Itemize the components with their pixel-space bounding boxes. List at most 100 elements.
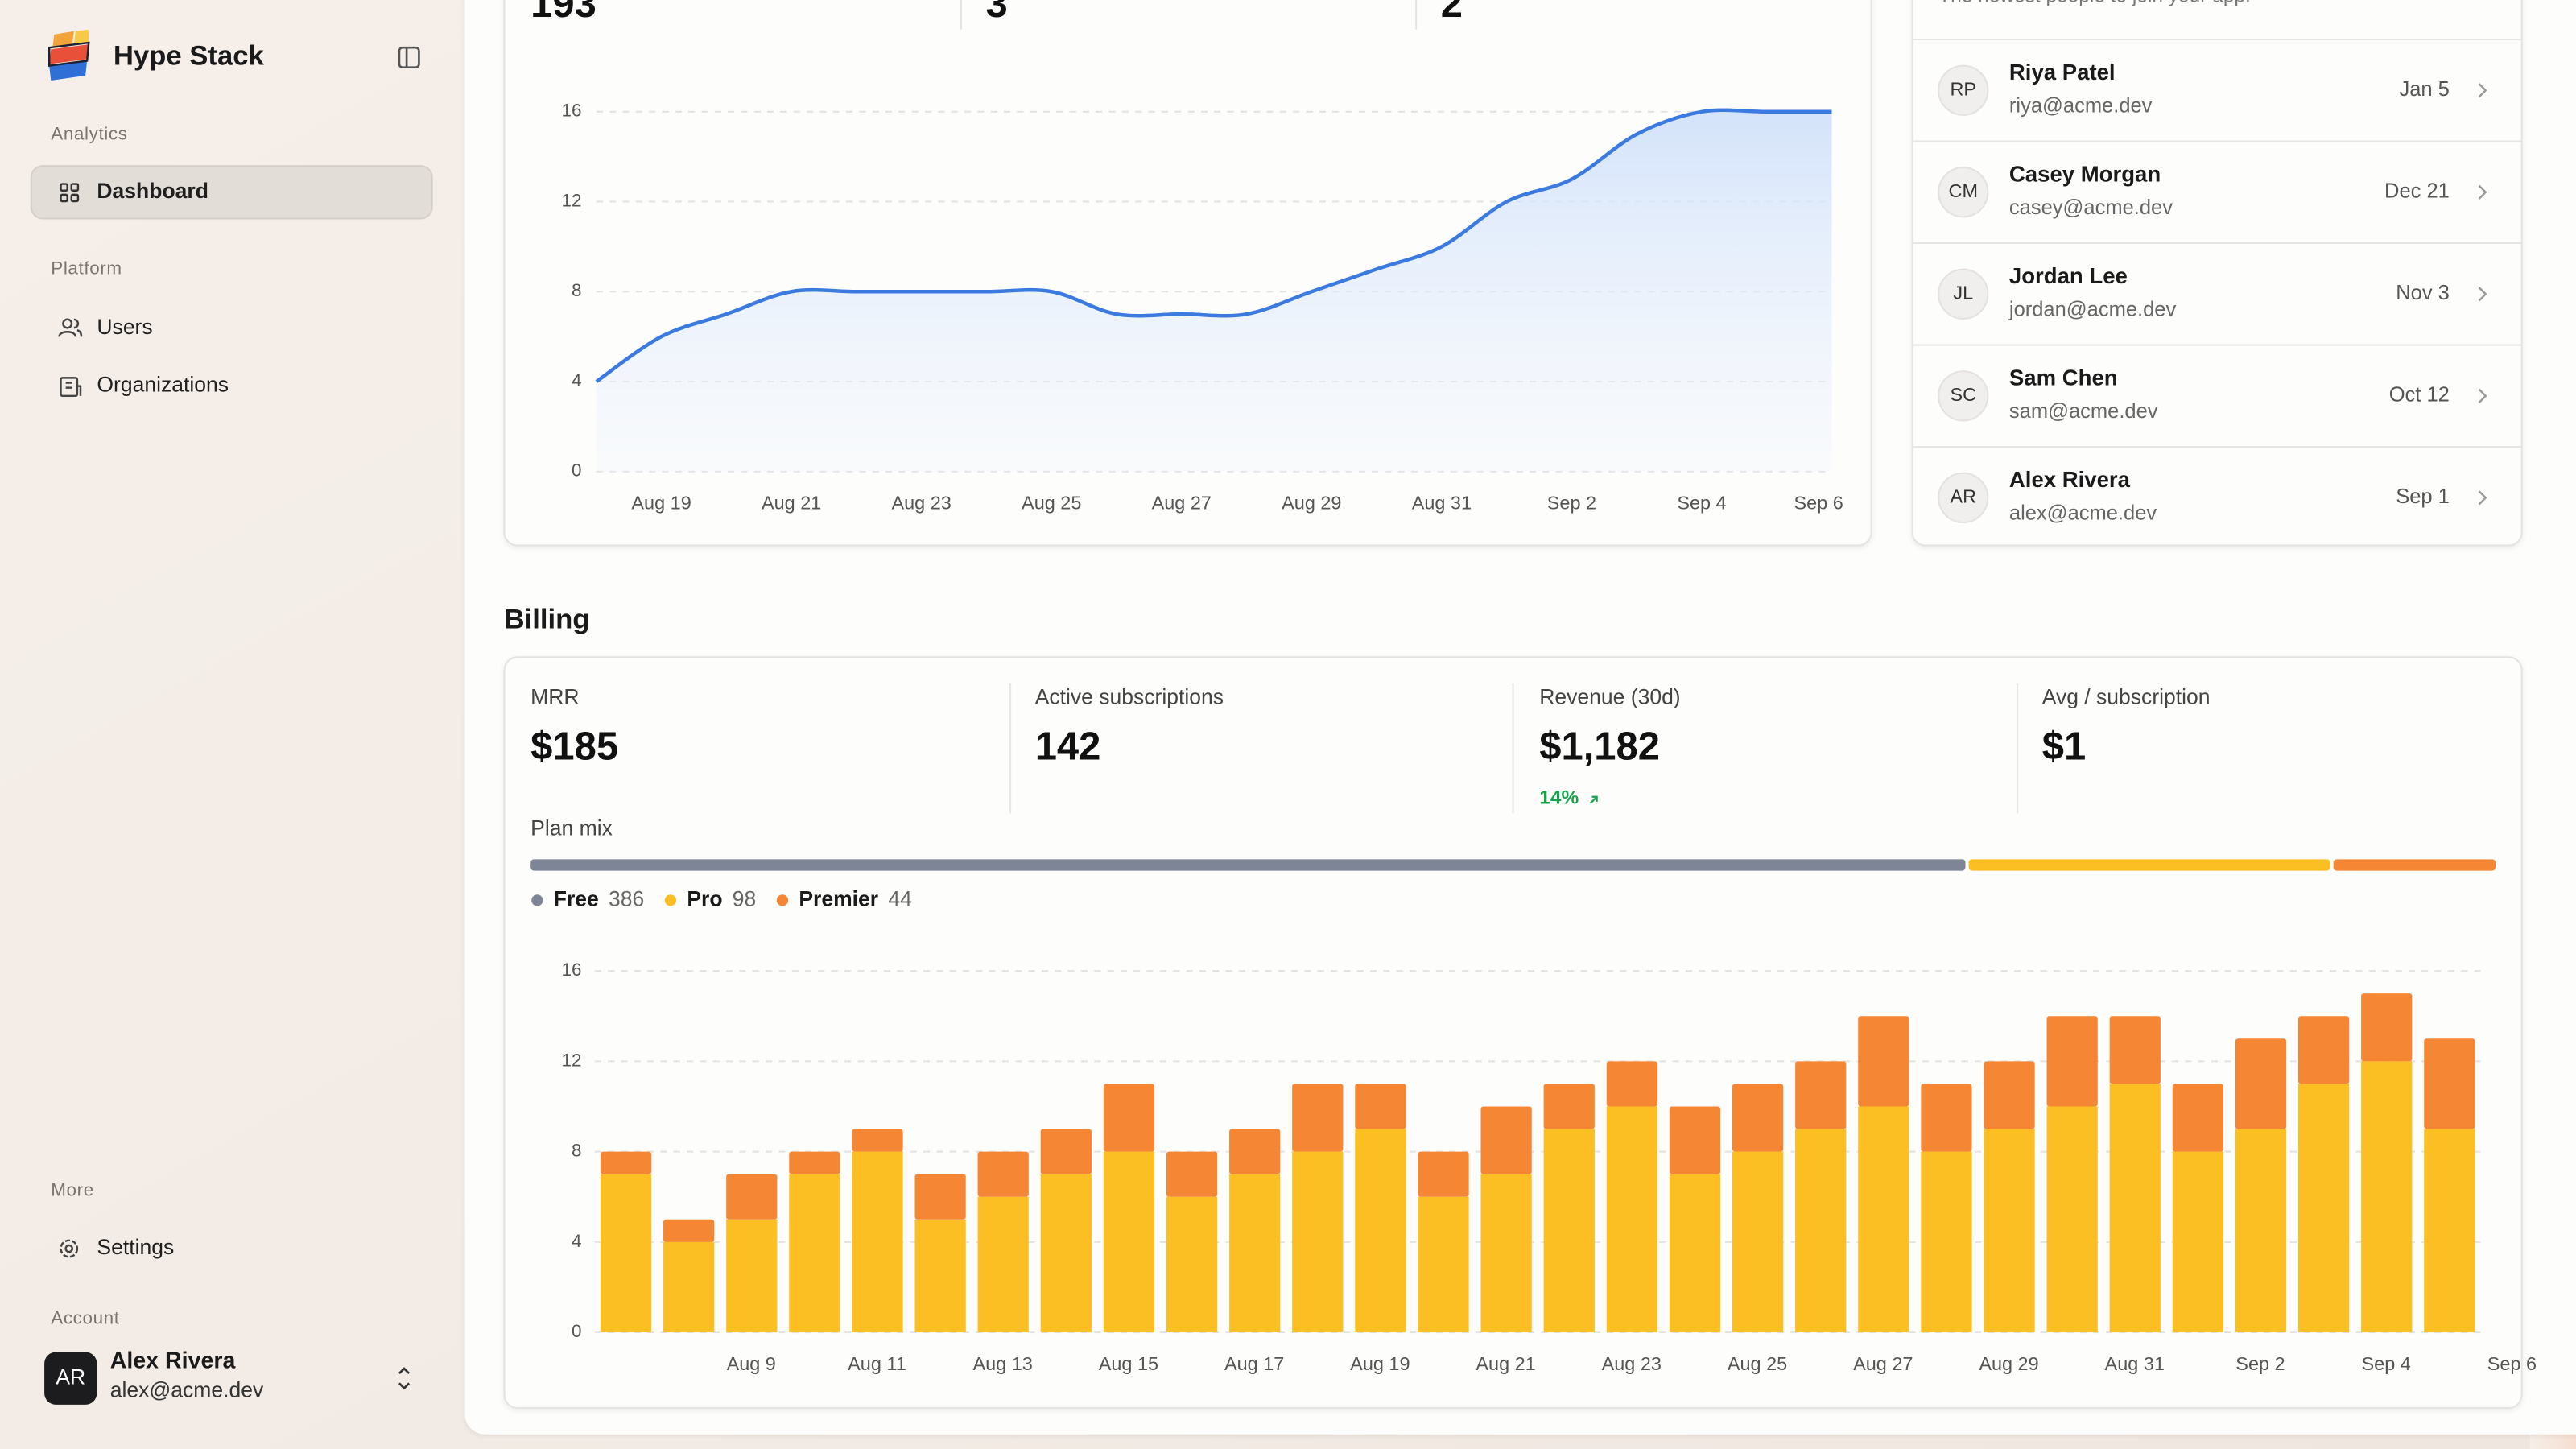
bar-segment xyxy=(726,1174,778,1220)
y-tick-label: 4 xyxy=(572,370,581,390)
bar-segment xyxy=(2172,1084,2224,1152)
x-tick-label: Aug 23 xyxy=(892,493,952,514)
avatar xyxy=(1938,472,1989,523)
y-tick-label: 0 xyxy=(572,460,581,481)
legend-dot xyxy=(776,894,789,906)
stat-value: 142 xyxy=(1035,725,1101,769)
plan-mix-segment xyxy=(1968,859,2330,871)
user-email: riya@acme.dev xyxy=(2009,94,2153,117)
stat-value: $1,182 xyxy=(1539,725,1660,769)
stat-value: $1 xyxy=(2042,725,2086,769)
avatar xyxy=(1938,268,1989,320)
bar-segment xyxy=(1480,1106,1532,1174)
avatar-initials: SC xyxy=(1950,384,1976,405)
users-icon xyxy=(58,318,83,337)
bar-segment xyxy=(600,1174,652,1333)
nav-item[interactable]: Users xyxy=(97,315,152,339)
chevron xyxy=(2478,388,2487,403)
y-tick-label: 4 xyxy=(572,1231,581,1251)
bar-segment xyxy=(1543,1129,1595,1333)
bar-segment xyxy=(1166,1196,1218,1333)
bar-segment xyxy=(1292,1084,1344,1152)
section-title: Platform xyxy=(51,258,122,279)
section-title: More xyxy=(51,1180,94,1200)
legend-dot xyxy=(531,894,543,906)
x-tick-label: Sep 2 xyxy=(2235,1353,2285,1374)
x-tick-label: Aug 31 xyxy=(2105,1353,2165,1374)
bar-segment xyxy=(2361,1061,2413,1333)
stat-value: 193 xyxy=(530,0,597,26)
bar-segment xyxy=(2424,1038,2475,1129)
avatar xyxy=(1938,167,1989,218)
legend-count: 98 xyxy=(733,886,757,910)
x-tick-label: Aug 25 xyxy=(1022,493,1081,514)
bar-segment xyxy=(1732,1084,1784,1152)
y-tick-label: 12 xyxy=(561,190,581,210)
avatar-initials: CM xyxy=(1949,180,1978,201)
bar-segment xyxy=(1543,1084,1595,1129)
active-nav-item[interactable] xyxy=(30,165,433,220)
stat-label: MRR xyxy=(530,684,579,708)
account-switch-icon[interactable] xyxy=(398,1367,411,1390)
x-tick-label: Aug 13 xyxy=(973,1353,1033,1374)
user-date: Oct 12 xyxy=(2389,384,2450,407)
section-title: Analytics xyxy=(51,123,127,143)
user-name: Riya Patel xyxy=(2009,60,2116,85)
bar-segment xyxy=(1103,1151,1155,1333)
account-avatar[interactable] xyxy=(44,1352,97,1405)
plan-mix-segment xyxy=(530,859,1966,871)
x-tick-label: Aug 27 xyxy=(1152,493,1212,514)
chevron xyxy=(2478,83,2487,98)
account-initials: AR xyxy=(56,1364,85,1389)
trend-up-icon xyxy=(1589,795,1598,804)
stat-label: Revenue (30d) xyxy=(1539,684,1680,708)
x-tick-label: Aug 19 xyxy=(1350,1353,1410,1374)
bar-segment xyxy=(2109,1084,2161,1333)
sidebar-toggle[interactable] xyxy=(398,46,420,68)
user-date: Nov 3 xyxy=(2396,282,2450,304)
bar-segment xyxy=(2109,1016,2161,1084)
bar-segment xyxy=(1418,1196,1469,1333)
bar-segment xyxy=(1229,1129,1281,1174)
stat-label: Active subscriptions xyxy=(1035,684,1224,708)
bar-segment xyxy=(1292,1151,1344,1333)
nav-item[interactable]: Organizations xyxy=(97,373,229,397)
bar-segment xyxy=(1732,1151,1784,1333)
bar-segment xyxy=(1040,1174,1092,1333)
avatar xyxy=(1938,64,1989,116)
recent-users-card xyxy=(1911,0,2523,547)
nav-item[interactable]: Settings xyxy=(97,1235,174,1259)
x-tick-label: Sep 4 xyxy=(2362,1353,2411,1374)
bar-segment xyxy=(1606,1061,1658,1107)
bar-segment xyxy=(1355,1084,1406,1129)
legend-name: Premier xyxy=(799,886,878,910)
chevron xyxy=(2478,490,2487,506)
brand-name: Hype Stack xyxy=(114,41,265,72)
bar-segment xyxy=(1418,1151,1469,1197)
x-tick-label: Aug 9 xyxy=(727,1353,776,1374)
avatar-initials: JL xyxy=(1953,283,1973,303)
bar-segment xyxy=(1606,1106,1658,1333)
chevron xyxy=(2478,184,2487,200)
user-name: Sam Chen xyxy=(2009,365,2118,390)
x-tick-label: Sep 6 xyxy=(2487,1353,2537,1374)
x-tick-label: Aug 23 xyxy=(1602,1353,1662,1374)
organizations-icon xyxy=(60,377,82,398)
stat-label: Avg / subscription xyxy=(2042,684,2211,708)
stat-value: 3 xyxy=(985,0,1007,26)
bar-segment xyxy=(1795,1129,1847,1333)
x-tick-label: Aug 31 xyxy=(1412,493,1472,514)
legend-dot xyxy=(664,894,677,906)
account-email: alex@acme.dev xyxy=(110,1378,264,1402)
dashboard-icon xyxy=(60,183,80,203)
x-tick-label: Aug 17 xyxy=(1224,1353,1284,1374)
x-tick-label: Aug 15 xyxy=(1099,1353,1158,1374)
avatar-initials: RP xyxy=(1950,78,1976,99)
bar-segment xyxy=(2297,1016,2350,1084)
avatar-initials: AR xyxy=(1950,486,1976,507)
logo xyxy=(48,29,90,80)
bar-segment xyxy=(1166,1151,1218,1197)
nav-item[interactable]: Dashboard xyxy=(97,179,208,203)
